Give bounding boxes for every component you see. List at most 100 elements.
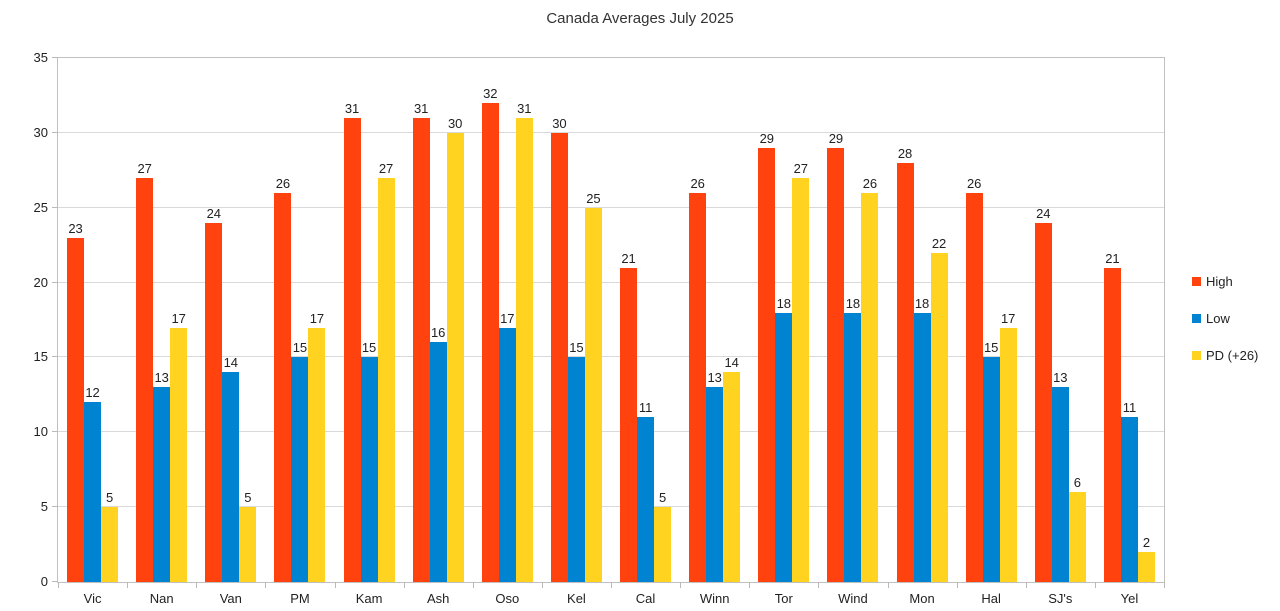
bar-group-mon: 28 18 22	[888, 58, 957, 582]
x-axis-tick	[404, 582, 405, 588]
gridline	[58, 431, 1164, 433]
bar-group-tor: 29 18 27	[749, 58, 818, 582]
bar-low-mon: 18	[913, 296, 931, 582]
bar-pd-26-kel: 25	[584, 191, 602, 582]
bar-group-sj-s: 24 13 6	[1026, 58, 1095, 582]
bar-pd-26-yel: 2	[1137, 535, 1155, 582]
bar-pd-26-nan: 17	[170, 311, 188, 582]
y-axis-tick	[52, 131, 58, 133]
x-axis-tick	[265, 582, 266, 588]
x-axis-label-pm: PM	[290, 591, 310, 606]
legend-color-swatch	[1192, 276, 1201, 286]
bar-value-label: 27	[793, 160, 809, 176]
bar-low-wind: 18	[844, 296, 862, 582]
bar-value-label: 26	[966, 175, 982, 191]
y-axis-label: 0	[40, 574, 48, 589]
x-axis-tick	[611, 582, 612, 588]
x-axis-tick	[58, 582, 59, 588]
bar-value-label: 14	[724, 355, 739, 371]
x-axis-label-winn: Winn	[699, 591, 730, 606]
legend-label: Low	[1206, 310, 1230, 326]
bar-value-label: 27	[137, 160, 152, 176]
bar-value-label: 21	[621, 250, 636, 266]
bar-value-label: 15	[983, 340, 999, 356]
legend-item-high: High	[1192, 273, 1258, 289]
bar-low-pm: 15	[291, 340, 309, 582]
x-axis-label-oso: Oso	[495, 591, 520, 606]
bar-high-pm: 26	[274, 176, 292, 582]
y-axis-tick	[52, 206, 58, 208]
x-axis-tick	[749, 582, 750, 588]
x-axis-tick	[1095, 582, 1096, 588]
bar-high-van: 24	[205, 206, 223, 582]
x-axis-tick	[473, 582, 474, 588]
bar-value-label: 31	[344, 100, 360, 116]
bar-pd-26-wind: 26	[861, 176, 879, 582]
y-axis-tick	[52, 581, 58, 582]
bar-group-hal: 26 15 17	[957, 58, 1026, 582]
bar-value-label: 11	[1122, 400, 1137, 416]
x-axis-tick	[1164, 582, 1165, 588]
bar-high-wind: 29	[827, 131, 845, 582]
y-axis-label: 30	[33, 124, 48, 140]
bar-group-oso: 32 17 31	[473, 58, 542, 582]
x-axis-label-mon: Mon	[909, 591, 935, 606]
legend-color-swatch	[1192, 350, 1201, 360]
bar-pd-26-pm: 17	[308, 311, 326, 582]
bar-value-label: 18	[845, 295, 861, 311]
bar-low-winn: 13	[706, 370, 724, 582]
bar-low-nan: 13	[153, 370, 171, 582]
bar-value-label: 25	[586, 190, 601, 206]
y-axis-tick	[52, 356, 58, 358]
x-axis-label-sj-s: SJ's	[1048, 591, 1073, 606]
bar-group-kel: 30 15 25	[542, 58, 611, 582]
legend: High Low PD (+26)	[1192, 273, 1258, 384]
bar-low-yel: 11	[1120, 400, 1138, 582]
bar-value-label: 15	[569, 340, 584, 356]
x-axis-label-cal: Cal	[635, 591, 656, 606]
bar-value-label: 2	[1142, 535, 1151, 551]
bar-high-nan: 27	[136, 161, 154, 582]
bar-value-label: 29	[759, 130, 775, 146]
x-axis-tick	[335, 582, 336, 588]
bar-value-label: 15	[292, 340, 308, 356]
bar-value-label: 31	[517, 100, 532, 116]
bar-value-label: 15	[361, 340, 377, 356]
bar-pd-26-winn: 14	[723, 355, 741, 582]
x-axis-label-kam: Kam	[355, 591, 383, 606]
bar-value-label: 32	[483, 85, 498, 101]
x-axis-tick	[542, 582, 543, 588]
bar-value-label: 24	[1036, 205, 1051, 221]
bar-pd-26-hal: 17	[999, 311, 1017, 582]
y-axis-tick	[52, 506, 58, 508]
bar-value-label: 12	[85, 385, 100, 401]
bar-value-label: 13	[1053, 370, 1068, 386]
bar-value-label: 13	[707, 370, 722, 386]
bar-value-label: 30	[447, 115, 463, 131]
x-axis-label-kel: Kel	[567, 591, 586, 606]
bar-low-sj-s: 13	[1051, 370, 1069, 582]
x-axis-tick	[680, 582, 681, 588]
bar-value-label: 28	[897, 145, 913, 161]
bar-low-ash: 16	[429, 325, 447, 582]
bar-group-wind: 29 18 26	[818, 58, 887, 582]
y-axis-label: 25	[33, 199, 48, 215]
y-axis-tick	[52, 57, 58, 58]
x-axis-label-hal: Hal	[981, 591, 1001, 606]
bar-high-hal: 26	[965, 176, 983, 582]
bar-value-label: 6	[1073, 475, 1081, 491]
bar-group-ash: 31 16 30	[404, 58, 473, 582]
bar-high-tor: 29	[758, 131, 776, 582]
bar-low-cal: 11	[637, 400, 655, 582]
bar-value-label: 26	[862, 175, 878, 191]
x-axis-label-nan: Nan	[149, 591, 174, 606]
chart-title: Canada Averages July 2025	[546, 10, 734, 27]
bar-value-label: 31	[413, 100, 429, 116]
bar-value-label: 30	[552, 115, 567, 131]
bar-value-label: 26	[690, 175, 705, 191]
bar-high-sj-s: 24	[1034, 206, 1052, 582]
bar-low-vic: 12	[84, 385, 102, 582]
gridline	[58, 356, 1164, 358]
bar-group-cal: 21 11 5	[611, 58, 680, 582]
